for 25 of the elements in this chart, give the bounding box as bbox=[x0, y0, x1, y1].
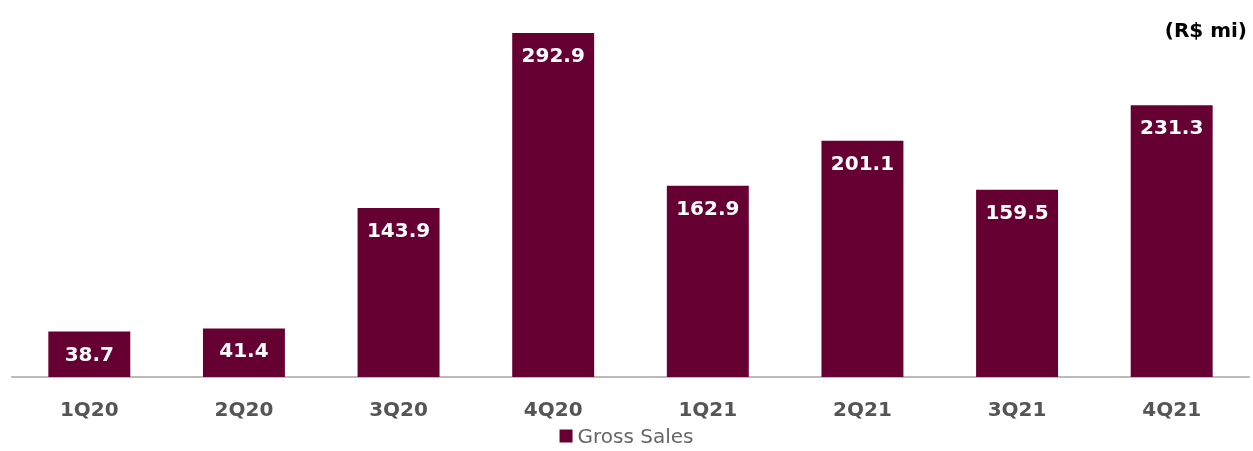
data-label: 231.3 bbox=[1140, 115, 1204, 140]
data-label: 38.7 bbox=[64, 341, 114, 366]
bar bbox=[976, 189, 1059, 377]
data-label: 159.5 bbox=[985, 199, 1049, 224]
x-tick-label: 2Q20 bbox=[214, 397, 274, 421]
bar bbox=[821, 140, 904, 377]
data-label: 201.1 bbox=[830, 150, 895, 175]
data-label: 162.9 bbox=[676, 195, 740, 220]
x-tick-label: 3Q21 bbox=[987, 397, 1047, 421]
bar bbox=[202, 328, 285, 377]
x-tick-label: 4Q21 bbox=[1142, 397, 1202, 421]
legend-label: Gross Sales bbox=[577, 424, 694, 448]
annotation: (R$ mi) bbox=[1164, 18, 1248, 42]
x-tick-label: 1Q21 bbox=[678, 397, 738, 421]
data-label: 292.9 bbox=[521, 43, 585, 67]
x-tick-label: 2Q21 bbox=[833, 397, 892, 421]
x-tick-label: 1Q20 bbox=[59, 397, 119, 421]
bar bbox=[666, 185, 749, 377]
data-label: 143.9 bbox=[366, 217, 431, 242]
x-tick-label: 3Q20 bbox=[369, 397, 428, 421]
bar bbox=[1130, 105, 1213, 377]
bar bbox=[512, 33, 595, 377]
x-tick-label: 4Q20 bbox=[523, 397, 583, 421]
data-label: 41.4 bbox=[219, 338, 269, 363]
bar bbox=[357, 207, 440, 377]
